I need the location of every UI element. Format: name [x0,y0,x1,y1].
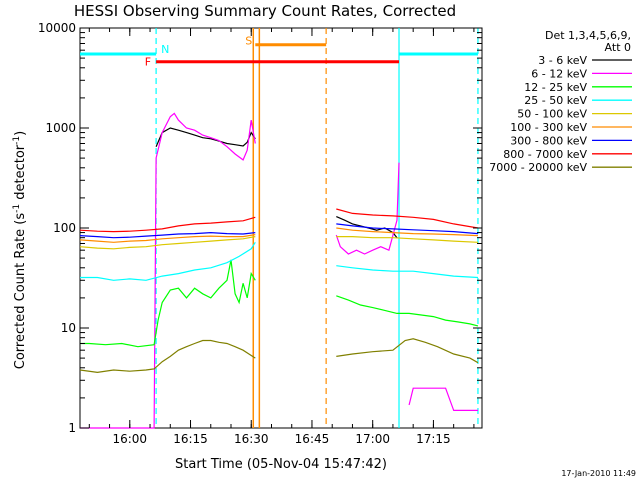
y-axis-label: Corrected Count Rate (s-1 detector-1) [12,131,28,369]
y-label-mid: detector [13,144,28,204]
chart-title: HESSI Observing Summary Count Rates, Cor… [74,2,456,20]
series-3-segment-1 [336,265,479,279]
series-6-segment-1 [336,223,479,235]
legend-label-6: 300 - 800 keV [510,134,587,147]
x-tick-label-0: 16:00 [112,432,147,446]
series-5-segment-1 [336,227,479,237]
series-4-segment-0 [79,236,256,250]
legend-label-3: 25 - 50 keV [524,94,587,107]
series-2-segment-0 [80,259,256,348]
x-axis-label: Start Time (05-Nov-04 15:47:42) [175,457,387,472]
series-8-segment-1 [336,338,479,364]
legend-label-1: 6 - 12 keV [531,67,587,80]
legend-header-line2: Att 0 [605,41,631,54]
legend-label-4: 50 - 100 keV [517,108,587,121]
y-label-sup1: -1 [12,204,22,213]
x-tick-label-1: 16:15 [173,432,208,446]
y-tick-label-0: 1 [68,421,76,435]
series-1-segment-1 [335,162,400,255]
legend-label-5: 100 - 300 keV [510,121,587,134]
y-tick-label-3: 1000 [45,121,76,135]
series-4-segment-1 [336,236,479,243]
f-marker-label: F [145,56,151,69]
series-2-segment-1 [336,295,479,327]
series-7-segment-1 [336,208,479,229]
series-1-segment-2 [408,387,478,411]
legend-label-8: 7000 - 20000 keV [489,161,587,174]
x-tick-label-4: 17:00 [355,432,390,446]
y-label-main: Corrected Count Rate (s [13,213,28,370]
legend-label-0: 3 - 6 keV [538,54,587,67]
legend-label-2: 12 - 25 keV [524,81,587,94]
axes-layer: 16:00 16:15 16:30 16:45 17:00 17:15 1 10 100 1000… [38,21,482,446]
series-5-segment-0 [79,234,256,243]
x-tick-label-3: 16:45 [295,432,330,446]
series-0-segment-0 [155,127,256,147]
legend-label-7: 800 - 7000 keV [503,148,587,161]
series-8-segment-0 [79,339,256,374]
y-tick-label-2: 100 [53,221,76,235]
y-tick-label-1: 10 [61,321,76,335]
series-3-segment-0 [80,241,256,281]
n-marker-label: N [161,43,169,56]
legend-header-line1: Det 1,3,4,5,6,9, [545,29,631,42]
y-label-sup2: -1 [12,136,22,145]
plot-frame [79,27,483,429]
series-1-segment-0 [80,112,256,429]
series-6-segment-0 [79,231,256,239]
footer-date: 17-Jan-2010 11:49 [561,469,636,478]
series-layer [79,112,479,429]
x-tick-label-2: 16:30 [234,432,269,446]
x-tick-label-5: 17:15 [416,432,451,446]
s-marker-label: S [245,35,252,48]
y-tick-label-4: 10000 [38,21,76,35]
series-7-segment-0 [79,216,256,233]
y-label-end: ) [13,131,28,136]
observing-markers: NF S [80,28,479,428]
